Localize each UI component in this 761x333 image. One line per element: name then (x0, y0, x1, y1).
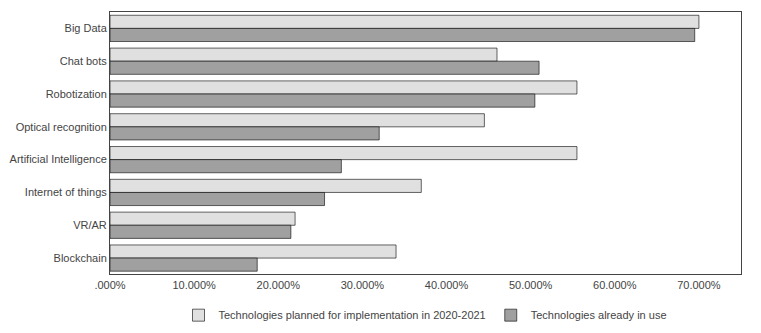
svg-text:50.000%: 50.000% (509, 279, 553, 291)
svg-text:60.000%: 60.000% (593, 279, 637, 291)
svg-text:30.000%: 30.000% (341, 279, 385, 291)
svg-text:Artificial Intelligence: Artificial Intelligence (10, 153, 107, 165)
svg-text:70.000%: 70.000% (677, 279, 721, 291)
svg-text:10.000%: 10.000% (172, 279, 216, 291)
svg-text:40.000%: 40.000% (425, 279, 469, 291)
svg-text:Robotization: Robotization (46, 88, 107, 100)
svg-text:VR/AR: VR/AR (73, 219, 107, 231)
svg-text:.000%: .000% (94, 279, 125, 291)
svg-text:Technologies planned for imple: Technologies planned for implementation … (219, 309, 486, 321)
svg-text:Big Data: Big Data (65, 22, 108, 34)
svg-text:Optical recognition: Optical recognition (16, 121, 107, 133)
svg-text:Technologies already in use: Technologies already in use (531, 309, 667, 321)
svg-text:Blockchain: Blockchain (54, 252, 107, 264)
svg-text:Internet of things: Internet of things (25, 186, 107, 198)
svg-text:20.000%: 20.000% (257, 279, 301, 291)
svg-text:Chat bots: Chat bots (60, 55, 108, 67)
